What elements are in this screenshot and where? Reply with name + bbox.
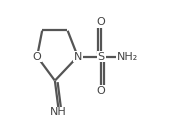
Text: O: O bbox=[33, 52, 41, 61]
Text: O: O bbox=[97, 17, 106, 27]
Text: S: S bbox=[98, 52, 105, 61]
Text: O: O bbox=[97, 86, 106, 96]
Text: NH: NH bbox=[50, 107, 67, 117]
Text: N: N bbox=[74, 52, 82, 61]
Text: NH₂: NH₂ bbox=[117, 52, 138, 61]
